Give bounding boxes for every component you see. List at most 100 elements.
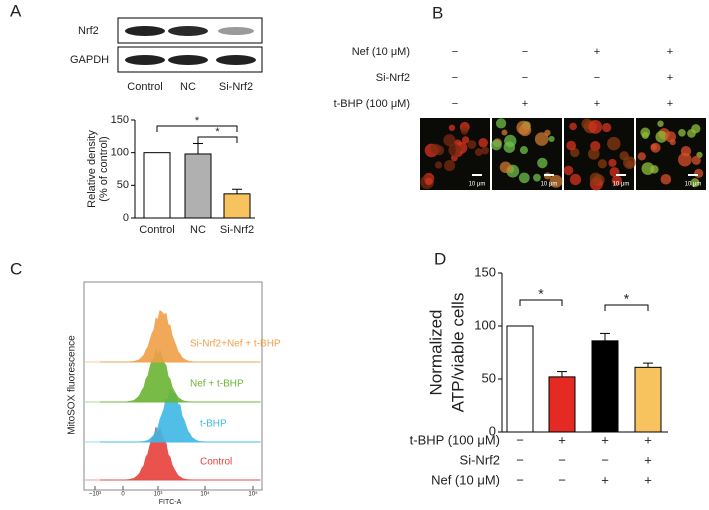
cell	[637, 152, 646, 161]
panel-label: D	[434, 249, 446, 268]
sig-star: *	[624, 291, 630, 307]
cell	[499, 161, 512, 174]
cell	[481, 146, 490, 155]
cell	[430, 143, 441, 155]
cell	[587, 148, 600, 160]
bar	[143, 152, 171, 219]
cell	[678, 152, 692, 167]
condition-sign: +	[644, 432, 652, 447]
scale-label: 10 μm	[685, 182, 702, 188]
x-tick-label: NC	[190, 224, 206, 236]
cell	[563, 165, 574, 176]
bar	[184, 153, 212, 219]
cell	[521, 121, 531, 131]
scale-label: 10 μm	[469, 182, 486, 188]
cell	[549, 174, 563, 188]
condition-sign: +	[667, 46, 673, 58]
blot-band	[168, 55, 208, 65]
flow-tick-label: 10⁵	[248, 491, 258, 498]
sig-bracket	[197, 136, 238, 143]
bar	[548, 376, 576, 433]
panel-label: C	[10, 259, 22, 278]
histogram	[100, 388, 260, 443]
cell	[625, 160, 634, 168]
y-tick-label: 50	[117, 179, 129, 191]
cell	[467, 140, 477, 149]
condition-sign: +	[601, 432, 609, 447]
flow-tick-label: 0	[121, 492, 125, 498]
cell	[597, 159, 607, 169]
flow-xlabel: FITC-A	[159, 499, 182, 506]
condition-sign: −	[522, 46, 528, 58]
cell	[518, 172, 530, 184]
condition-label: Si-Nrf2	[460, 452, 500, 467]
cell	[650, 143, 657, 151]
cell	[424, 177, 433, 186]
condition-sign: +	[522, 98, 528, 110]
condition-label: Si-Nrf2	[376, 72, 410, 84]
sig-star: *	[538, 286, 544, 302]
cell	[495, 118, 507, 129]
condition-sign: −	[516, 432, 524, 447]
cell	[443, 159, 456, 172]
condition-sign: −	[452, 98, 458, 110]
cell	[694, 168, 704, 179]
condition-sign: −	[516, 472, 524, 487]
scale-label: 10 μm	[541, 182, 558, 188]
cell	[501, 129, 508, 136]
blot-band	[168, 26, 208, 36]
condition-label: t-BHP (100 μM)	[334, 98, 410, 110]
legend-label: Si-Nrf2+Nef + t-BHP	[190, 339, 281, 350]
cell	[474, 148, 483, 157]
blot-lane-label: Si-Nrf2	[219, 81, 253, 93]
cell	[611, 175, 622, 186]
legend-label: Control	[200, 457, 232, 468]
y-tick-label: 0	[123, 212, 129, 224]
condition-sign: −	[452, 46, 458, 58]
histogram	[100, 309, 260, 363]
condition-sign: +	[558, 432, 566, 447]
condition-label: Nef (10 μM)	[431, 472, 500, 487]
bar	[223, 193, 251, 219]
condition-sign: +	[667, 72, 673, 84]
x-tick-label: Si-Nrf2	[220, 224, 254, 236]
flow-tick-label: −10³	[89, 492, 101, 498]
y-tick-label: 0	[489, 423, 496, 438]
condition-label: t-BHP (100 μM)	[410, 432, 500, 447]
panel-label: A	[10, 1, 22, 20]
condition-sign: +	[644, 452, 652, 467]
cell	[657, 120, 664, 128]
cell	[664, 131, 677, 143]
cell	[537, 157, 548, 169]
y-tick-label: 150	[111, 114, 129, 126]
cell	[588, 119, 603, 134]
flow-frame	[83, 281, 263, 491]
sig-bracket	[604, 304, 649, 311]
cell	[434, 161, 443, 169]
cell	[602, 122, 612, 133]
condition-sign: +	[644, 472, 652, 487]
cell	[655, 130, 668, 143]
blot-lane-label: Control	[127, 81, 162, 93]
condition-sign: +	[601, 472, 609, 487]
cell	[690, 178, 700, 188]
condition-sign: −	[522, 72, 528, 84]
cell	[641, 162, 655, 176]
cell	[448, 124, 456, 131]
blot-band	[216, 55, 256, 65]
cell	[641, 131, 649, 140]
cell	[461, 136, 470, 144]
condition-sign: +	[594, 98, 600, 110]
y-label: ATP/viable cells	[448, 293, 467, 413]
cell	[678, 128, 686, 137]
blot-row-label: Nrf2	[78, 25, 99, 37]
blot-row-label: GAPDH	[70, 54, 109, 66]
legend-label: Nef + t-BHP	[190, 379, 244, 390]
scale-label: 10 μm	[613, 182, 630, 188]
panel-label: B	[432, 3, 443, 22]
condition-sign: +	[594, 46, 600, 58]
sig-star: *	[195, 115, 200, 127]
flow-tick-label: 10³	[154, 492, 163, 498]
cell	[569, 122, 577, 131]
